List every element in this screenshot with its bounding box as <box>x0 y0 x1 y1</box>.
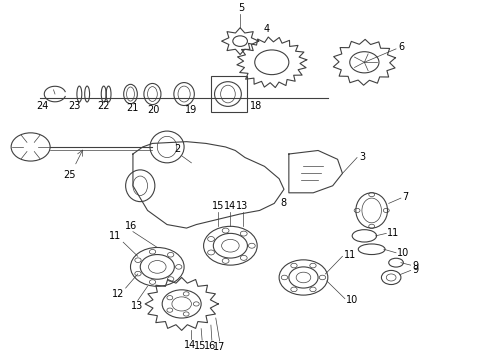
Text: 24: 24 <box>37 101 49 111</box>
Text: 10: 10 <box>397 248 409 258</box>
Text: 3: 3 <box>360 152 366 162</box>
Text: 6: 6 <box>398 42 405 53</box>
Text: 17: 17 <box>213 342 225 352</box>
Text: 14: 14 <box>224 201 237 211</box>
Text: 5: 5 <box>238 3 244 13</box>
Text: 21: 21 <box>126 103 138 113</box>
Text: 16: 16 <box>204 341 216 351</box>
Text: 16: 16 <box>125 221 138 230</box>
Text: 14: 14 <box>184 340 196 350</box>
Text: 12: 12 <box>112 289 124 299</box>
Bar <box>211 76 247 112</box>
Text: 22: 22 <box>98 101 110 111</box>
Text: 25: 25 <box>63 170 76 180</box>
Text: 11: 11 <box>108 231 121 242</box>
Text: 10: 10 <box>346 295 359 305</box>
Text: 9: 9 <box>412 265 418 275</box>
Text: 19: 19 <box>185 105 197 115</box>
Text: 8: 8 <box>280 198 286 208</box>
Text: 9: 9 <box>412 261 418 271</box>
Text: 18: 18 <box>250 102 262 111</box>
Text: 20: 20 <box>147 105 160 114</box>
Text: 15: 15 <box>194 341 206 351</box>
Text: 4: 4 <box>264 24 270 34</box>
Text: 2: 2 <box>174 144 181 154</box>
Text: 13: 13 <box>237 201 249 211</box>
Text: 23: 23 <box>68 101 81 111</box>
Text: 13: 13 <box>131 301 143 311</box>
Text: 11: 11 <box>344 250 356 260</box>
Text: 7: 7 <box>402 192 409 202</box>
Text: 15: 15 <box>212 201 224 211</box>
Text: 11: 11 <box>387 228 399 238</box>
